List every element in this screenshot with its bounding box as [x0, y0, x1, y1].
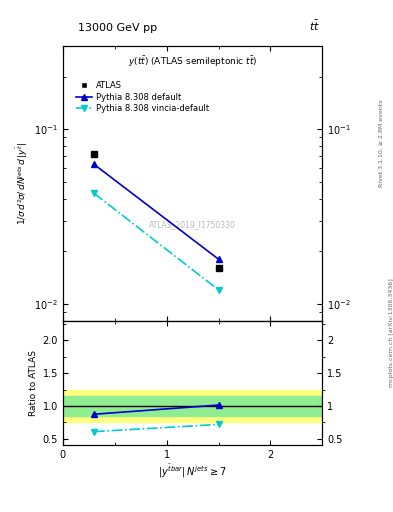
Text: Rivet 3.1.10, ≥ 2.8M events: Rivet 3.1.10, ≥ 2.8M events [379, 100, 384, 187]
Legend: ATLAS, Pythia 8.308 default, Pythia 8.308 vincia-default: ATLAS, Pythia 8.308 default, Pythia 8.30… [72, 78, 212, 116]
Text: $t\bar{t}$: $t\bar{t}$ [309, 19, 320, 33]
Text: ATLAS_2019_I1750330: ATLAS_2019_I1750330 [149, 220, 236, 229]
Y-axis label: Ratio to ATLAS: Ratio to ATLAS [29, 350, 39, 416]
Text: 13000 GeV pp: 13000 GeV pp [78, 23, 158, 33]
X-axis label: $|y^{\bar{t}bar}|\,N^{jets}\geq7$: $|y^{\bar{t}bar}|\,N^{jets}\geq7$ [158, 463, 227, 480]
Y-axis label: $1/\sigma\,d^2\!\sigma/\,dN^{\!jets}\,d\,|y^{\bar{t}}|$: $1/\sigma\,d^2\!\sigma/\,dN^{\!jets}\,d\… [14, 142, 30, 225]
Text: mcplots.cern.ch [arXiv:1306.3436]: mcplots.cern.ch [arXiv:1306.3436] [389, 279, 393, 387]
Text: $y(t\bar{t})$ (ATLAS semileptonic $t\bar{t}$): $y(t\bar{t})$ (ATLAS semileptonic $t\bar… [128, 54, 257, 69]
